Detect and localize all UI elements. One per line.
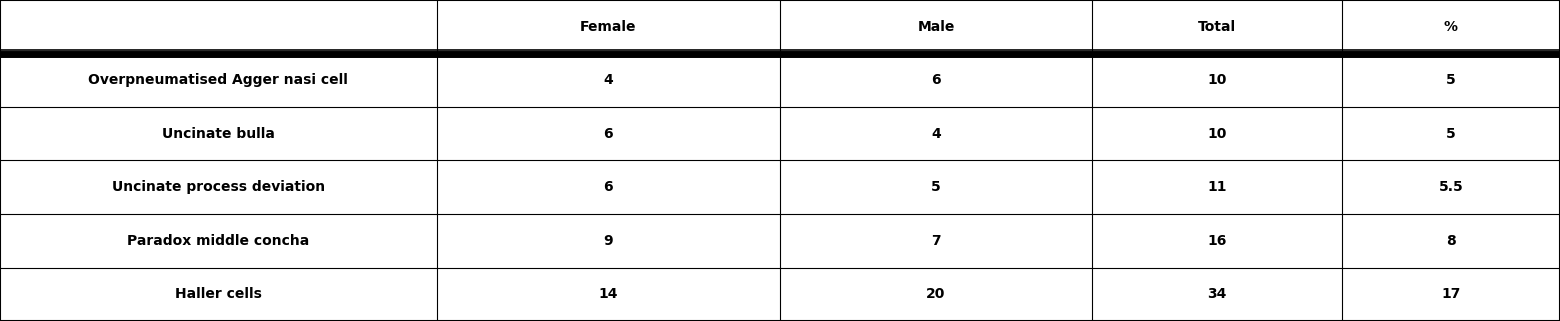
Text: 6: 6 xyxy=(931,73,941,87)
Text: 20: 20 xyxy=(927,287,945,301)
Bar xyxy=(1342,0,1560,54)
Bar xyxy=(780,54,1092,107)
Bar xyxy=(437,54,780,107)
Text: 4: 4 xyxy=(604,73,613,87)
Bar xyxy=(437,267,780,321)
Bar xyxy=(0,267,437,321)
Bar xyxy=(1092,160,1342,214)
Bar xyxy=(437,214,780,267)
Bar xyxy=(780,0,1092,54)
Bar xyxy=(1092,0,1342,54)
Bar xyxy=(1342,107,1560,160)
Text: 5.5: 5.5 xyxy=(1438,180,1463,194)
Text: 17: 17 xyxy=(1441,287,1460,301)
Text: 11: 11 xyxy=(1207,180,1226,194)
Bar xyxy=(780,267,1092,321)
Bar xyxy=(437,107,780,160)
Bar xyxy=(0,214,437,267)
Text: Overpneumatised Agger nasi cell: Overpneumatised Agger nasi cell xyxy=(89,73,348,87)
Text: 10: 10 xyxy=(1207,73,1226,87)
Text: Haller cells: Haller cells xyxy=(175,287,262,301)
Bar xyxy=(780,214,1092,267)
Text: Female: Female xyxy=(580,20,636,34)
Bar xyxy=(1342,214,1560,267)
Text: 7: 7 xyxy=(931,234,941,248)
Bar xyxy=(0,107,437,160)
Bar xyxy=(437,0,780,54)
Bar xyxy=(780,107,1092,160)
Text: 4: 4 xyxy=(931,127,941,141)
Bar xyxy=(1342,160,1560,214)
Text: 10: 10 xyxy=(1207,127,1226,141)
Bar xyxy=(1092,214,1342,267)
Text: %: % xyxy=(1445,20,1457,34)
Text: 5: 5 xyxy=(931,180,941,194)
Text: Uncinate process deviation: Uncinate process deviation xyxy=(112,180,324,194)
Bar xyxy=(1092,54,1342,107)
Text: 34: 34 xyxy=(1207,287,1226,301)
Text: 8: 8 xyxy=(1446,234,1455,248)
Text: Total: Total xyxy=(1198,20,1236,34)
Text: Uncinate bulla: Uncinate bulla xyxy=(162,127,275,141)
Text: 5: 5 xyxy=(1446,127,1455,141)
Text: 16: 16 xyxy=(1207,234,1226,248)
Text: Male: Male xyxy=(917,20,955,34)
Bar xyxy=(0,54,437,107)
Text: 6: 6 xyxy=(604,127,613,141)
Bar xyxy=(1342,54,1560,107)
Text: Paradox middle concha: Paradox middle concha xyxy=(128,234,309,248)
Bar xyxy=(780,160,1092,214)
Bar xyxy=(1092,267,1342,321)
Bar xyxy=(0,0,437,54)
Text: 6: 6 xyxy=(604,180,613,194)
Bar xyxy=(437,160,780,214)
Text: 14: 14 xyxy=(599,287,618,301)
Text: 5: 5 xyxy=(1446,73,1455,87)
Text: 9: 9 xyxy=(604,234,613,248)
Bar xyxy=(1092,107,1342,160)
Bar xyxy=(0,160,437,214)
Bar xyxy=(1342,267,1560,321)
